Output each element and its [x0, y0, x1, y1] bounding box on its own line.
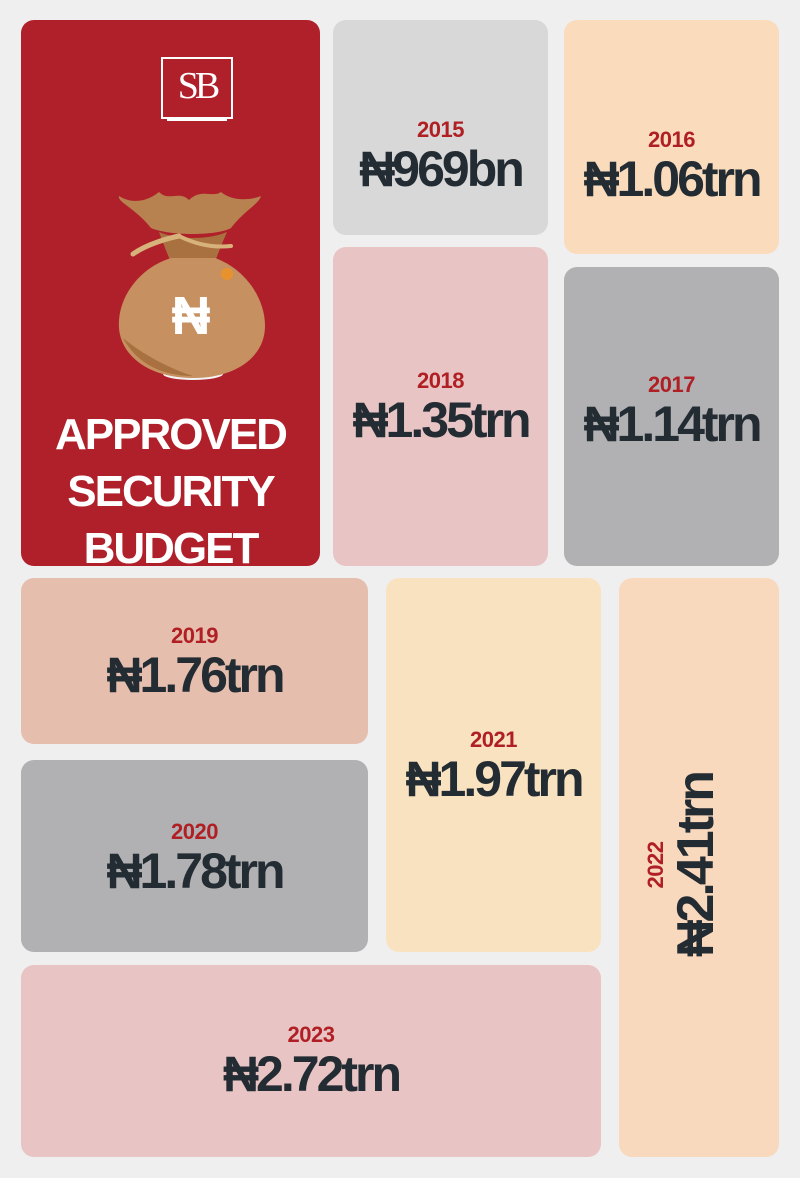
year-label: 2019 — [171, 623, 218, 648]
year-label: 2022 — [643, 841, 668, 888]
budget-tile-2020: 2020 ₦1.78trn — [21, 760, 368, 952]
logo-text: SB — [177, 65, 220, 107]
budget-value: ₦969bn — [359, 141, 525, 197]
year-label: 2018 — [417, 368, 464, 393]
year-label: 2020 — [171, 819, 218, 844]
budget-value: ₦2.41trn — [667, 772, 725, 957]
budget-value: ₦1.35trn — [352, 392, 531, 448]
budget-value: ₦2.72trn — [222, 1046, 402, 1102]
budget-value: ₦1.14trn — [583, 396, 762, 452]
budget-tile-2016: 2016 ₦1.06trn — [564, 20, 779, 254]
naira-symbol: ₦ — [172, 286, 211, 346]
budget-value: ₦1.76trn — [106, 647, 285, 703]
budget-value: ₦1.06trn — [583, 151, 762, 207]
budget-tile-2021: 2021 ₦1.97trn — [386, 578, 601, 952]
year-label: 2023 — [287, 1022, 335, 1047]
year-label: 2017 — [648, 372, 695, 397]
year-label: 2015 — [417, 117, 464, 142]
budget-tile-2019: 2019 ₦1.76trn — [21, 578, 368, 744]
budget-tile-2017: 2017 ₦1.14trn — [564, 267, 779, 566]
title-line-2: SECURITY — [67, 467, 275, 516]
year-label: 2016 — [648, 127, 695, 152]
logo-underline — [167, 119, 227, 121]
budget-tile-2018: 2018 ₦1.35trn — [333, 247, 548, 566]
title-line-1: APPROVED — [55, 410, 288, 459]
budget-tile-2023: 2023 ₦2.72trn — [21, 965, 601, 1157]
budget-tile-2015: 2015 ₦969bn — [333, 20, 548, 235]
year-label: 2021 — [470, 727, 517, 752]
money-bag-icon: ₦ — [118, 192, 266, 380]
budget-value: ₦1.97trn — [405, 751, 584, 807]
sb-logo: SB — [161, 57, 233, 119]
budget-value: ₦1.78trn — [106, 843, 285, 899]
title-line-3: BUDGET — [83, 524, 260, 573]
infographic-title: APPROVED SECURITY BUDGET — [21, 406, 320, 577]
budget-tile-2022: 2022 ₦2.41trn — [619, 578, 779, 1157]
title-panel: SB ₦ APPROVED SECURITY BUDGET — [21, 20, 320, 573]
